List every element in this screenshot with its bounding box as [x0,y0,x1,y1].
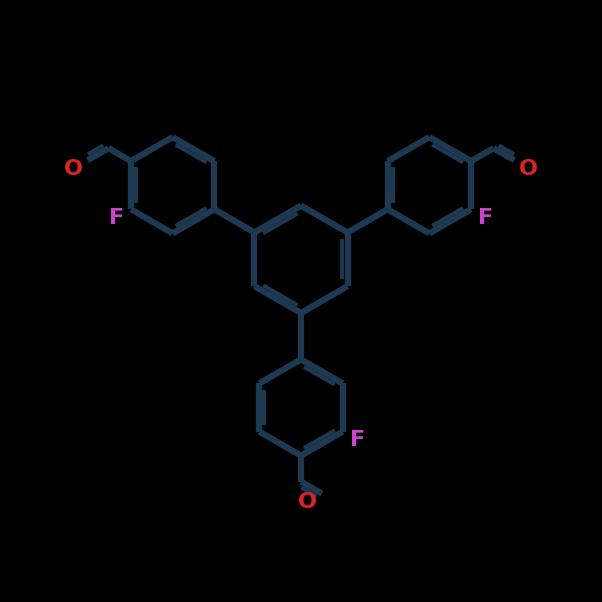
Text: F: F [478,208,493,228]
Text: F: F [109,208,124,228]
Text: O: O [64,158,82,179]
Text: F: F [350,430,365,450]
Text: O: O [520,158,538,179]
Text: O: O [298,492,317,512]
